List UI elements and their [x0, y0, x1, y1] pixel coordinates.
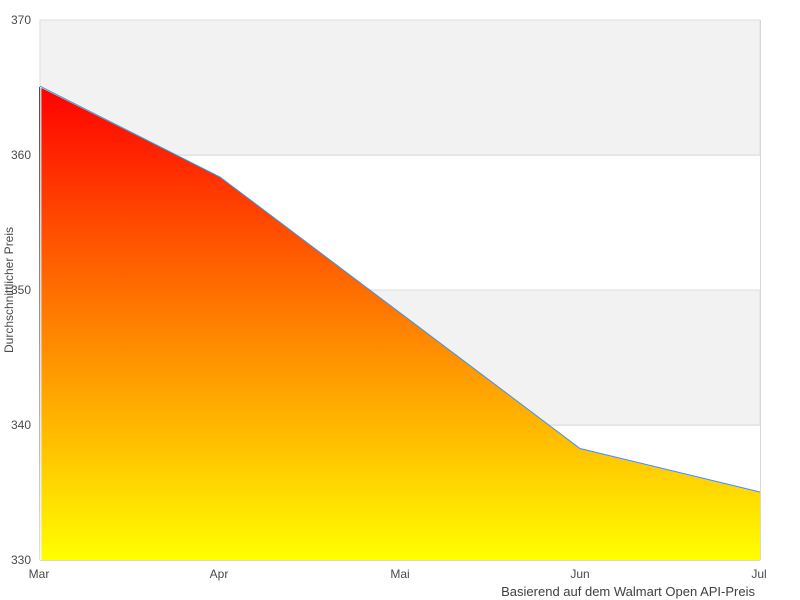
svg-text:340: 340 — [11, 418, 31, 432]
svg-text:Jul: Jul — [751, 567, 766, 581]
svg-text:370: 370 — [11, 13, 31, 27]
svg-text:Durchschnittlicher Preis: Durchschnittlicher Preis — [2, 227, 16, 353]
svg-text:Jun: Jun — [570, 567, 589, 581]
svg-text:Mar: Mar — [29, 567, 50, 581]
svg-text:Apr: Apr — [210, 567, 229, 581]
svg-text:330: 330 — [11, 553, 31, 567]
svg-text:Basierend auf dem Walmart Open: Basierend auf dem Walmart Open API-Preis — [501, 584, 755, 599]
svg-text:350: 350 — [11, 283, 31, 297]
svg-text:Mai: Mai — [390, 567, 409, 581]
svg-text:360: 360 — [11, 148, 31, 162]
